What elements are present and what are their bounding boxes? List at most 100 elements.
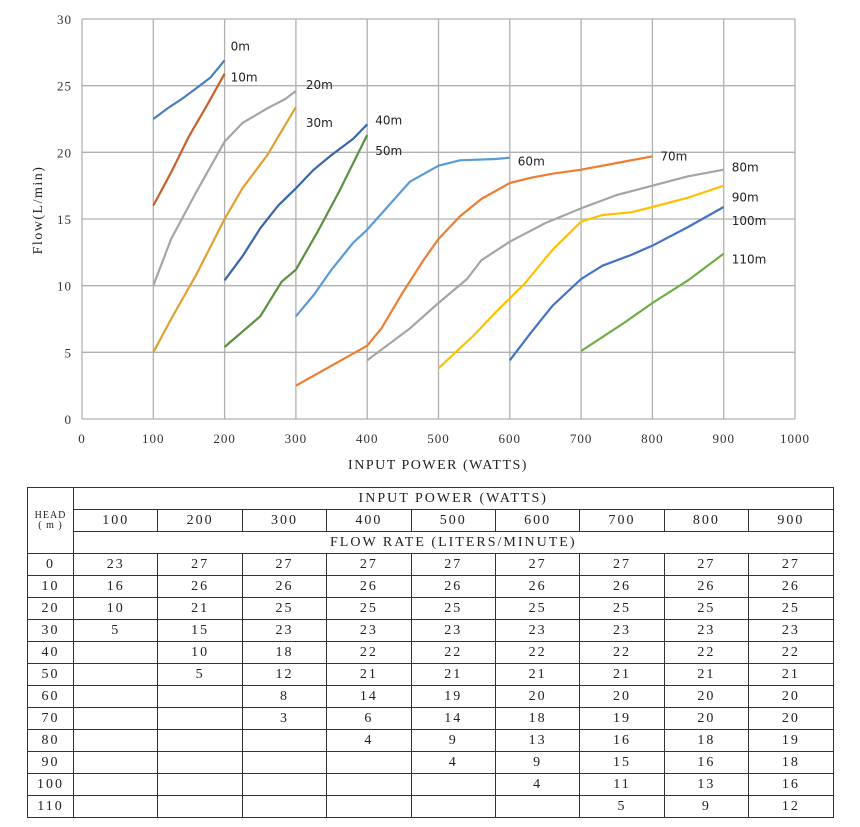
flow-cell: 6: [326, 707, 412, 730]
flow-cell: 13: [663, 773, 750, 796]
power-column-header: 100: [72, 509, 159, 532]
table-row: 50 5 12 21 21 21 21 21 21: [27, 663, 834, 686]
flow-cell: 18: [241, 641, 328, 664]
table-row: 40 10 18 22 22 22 22 22 22: [27, 641, 834, 664]
flow-cell: [410, 795, 496, 818]
flow-rate-title: FLOW RATE (LITERS/MINUTE): [73, 531, 834, 554]
flow-cell: 26: [748, 575, 834, 598]
flow-cell: 16: [663, 751, 750, 774]
flow-cell: 26: [494, 575, 581, 598]
flow-cell: 21: [326, 663, 412, 686]
flow-cell: 23: [410, 619, 496, 642]
flow-cell: 22: [494, 641, 581, 664]
series-label-90m: 90m: [732, 191, 759, 205]
series-label-50m: 50m: [375, 144, 402, 158]
series-line-100m: [508, 206, 725, 362]
flow-cell: [157, 795, 243, 818]
series-label-30m: 30m: [306, 116, 333, 130]
head-cell: 60: [27, 685, 74, 708]
flow-cell: 16: [579, 729, 665, 752]
y-tick-label: 5: [65, 345, 73, 360]
series-label-100m: 100m: [732, 214, 767, 228]
x-tick-label: 400: [356, 431, 379, 446]
table-row: 100 4 11 13 16: [27, 773, 834, 796]
flow-cell: [72, 773, 159, 796]
flow-cell: 20: [663, 707, 750, 730]
flow-cell: 26: [579, 575, 665, 598]
x-tick-label: 900: [712, 431, 735, 446]
table-row: 20 10 21 25 25 25 25 25 25 25: [27, 597, 834, 620]
flow-cell: [72, 685, 159, 708]
power-column-header: 800: [663, 509, 750, 532]
series-line-20m: [152, 90, 297, 287]
x-tick-label: 1000: [780, 431, 810, 446]
flow-cell: 26: [663, 575, 750, 598]
flow-cell: 27: [241, 553, 328, 576]
table-row: 30 5 15 23 23 23 23 23 23 23: [27, 619, 834, 642]
flow-cell: 5: [157, 663, 243, 686]
series-line-80m: [366, 168, 724, 362]
flow-cell: [72, 641, 159, 664]
table-row: 10 16 26 26 26 26 26 26 26 26: [27, 575, 834, 598]
power-column-header: 600: [494, 509, 581, 532]
flow-cell: 5: [72, 619, 159, 642]
flow-cell: 25: [410, 597, 496, 620]
flow-cell: 4: [326, 729, 412, 752]
flow-cell: 21: [410, 663, 496, 686]
flow-cell: 26: [410, 575, 496, 598]
head-cell: 10: [27, 575, 74, 598]
table-row: 110 5 9 12: [27, 795, 834, 818]
flow-cell: 25: [579, 597, 665, 620]
flow-cell: 13: [494, 729, 581, 752]
table-row: 70 3 6 14 18 19 20 20: [27, 707, 834, 730]
flow-cell: [241, 773, 328, 796]
series-line-70m: [295, 155, 653, 387]
flow-cell: 10: [72, 597, 159, 620]
series-line-60m: [295, 156, 510, 318]
flow-cell: 27: [748, 553, 834, 576]
y-tick-label: 15: [57, 212, 72, 227]
flow-cell: 20: [494, 685, 581, 708]
flow-cell: 19: [410, 685, 496, 708]
power-column-header: 400: [326, 509, 412, 532]
head-column-header: HEAD( m ): [27, 487, 74, 554]
power-column-header: 200: [157, 509, 243, 532]
table-row: 80 4 9 13 16 18 19: [27, 729, 834, 752]
table-row: 90 4 9 15 16 18: [27, 751, 834, 774]
flow-cell: 27: [579, 553, 665, 576]
x-tick-label: 0: [78, 431, 86, 446]
head-cell: 40: [27, 641, 74, 664]
x-tick-label: 800: [641, 431, 664, 446]
flow-cell: [410, 773, 496, 796]
flow-cell: [326, 751, 412, 774]
flow-cell: 22: [579, 641, 665, 664]
flow-cell: 20: [663, 685, 750, 708]
flow-cell: 16: [72, 575, 159, 598]
y-tick-label: 10: [57, 279, 72, 294]
flow-cell: [326, 795, 412, 818]
flow-cell: 14: [326, 685, 412, 708]
x-axis-label: INPUT POWER (WATTS): [348, 458, 528, 473]
head-cell: 20: [27, 597, 74, 620]
series-label-110m: 110m: [732, 253, 767, 267]
flow-cell: 26: [157, 575, 243, 598]
series-line-90m: [437, 184, 725, 370]
flow-cell: [241, 729, 328, 752]
flow-cell: 18: [494, 707, 581, 730]
flow-cell: 20: [579, 685, 665, 708]
flow-cell: [72, 729, 159, 752]
flow-cell: 25: [748, 597, 834, 620]
flow-cell: 27: [494, 553, 581, 576]
power-column-header: 500: [410, 509, 496, 532]
flow-cell: 15: [157, 619, 243, 642]
flow-cell: 21: [663, 663, 750, 686]
flow-cell: 11: [579, 773, 665, 796]
flow-cell: 25: [663, 597, 750, 620]
flow-cell: 21: [494, 663, 581, 686]
flow-cell: [157, 707, 243, 730]
flow-cell: 25: [241, 597, 328, 620]
head-unit: ( m ): [38, 519, 63, 531]
flow-cell: [326, 773, 412, 796]
series-label-40m: 40m: [375, 113, 402, 127]
flow-cell: 5: [579, 795, 665, 818]
